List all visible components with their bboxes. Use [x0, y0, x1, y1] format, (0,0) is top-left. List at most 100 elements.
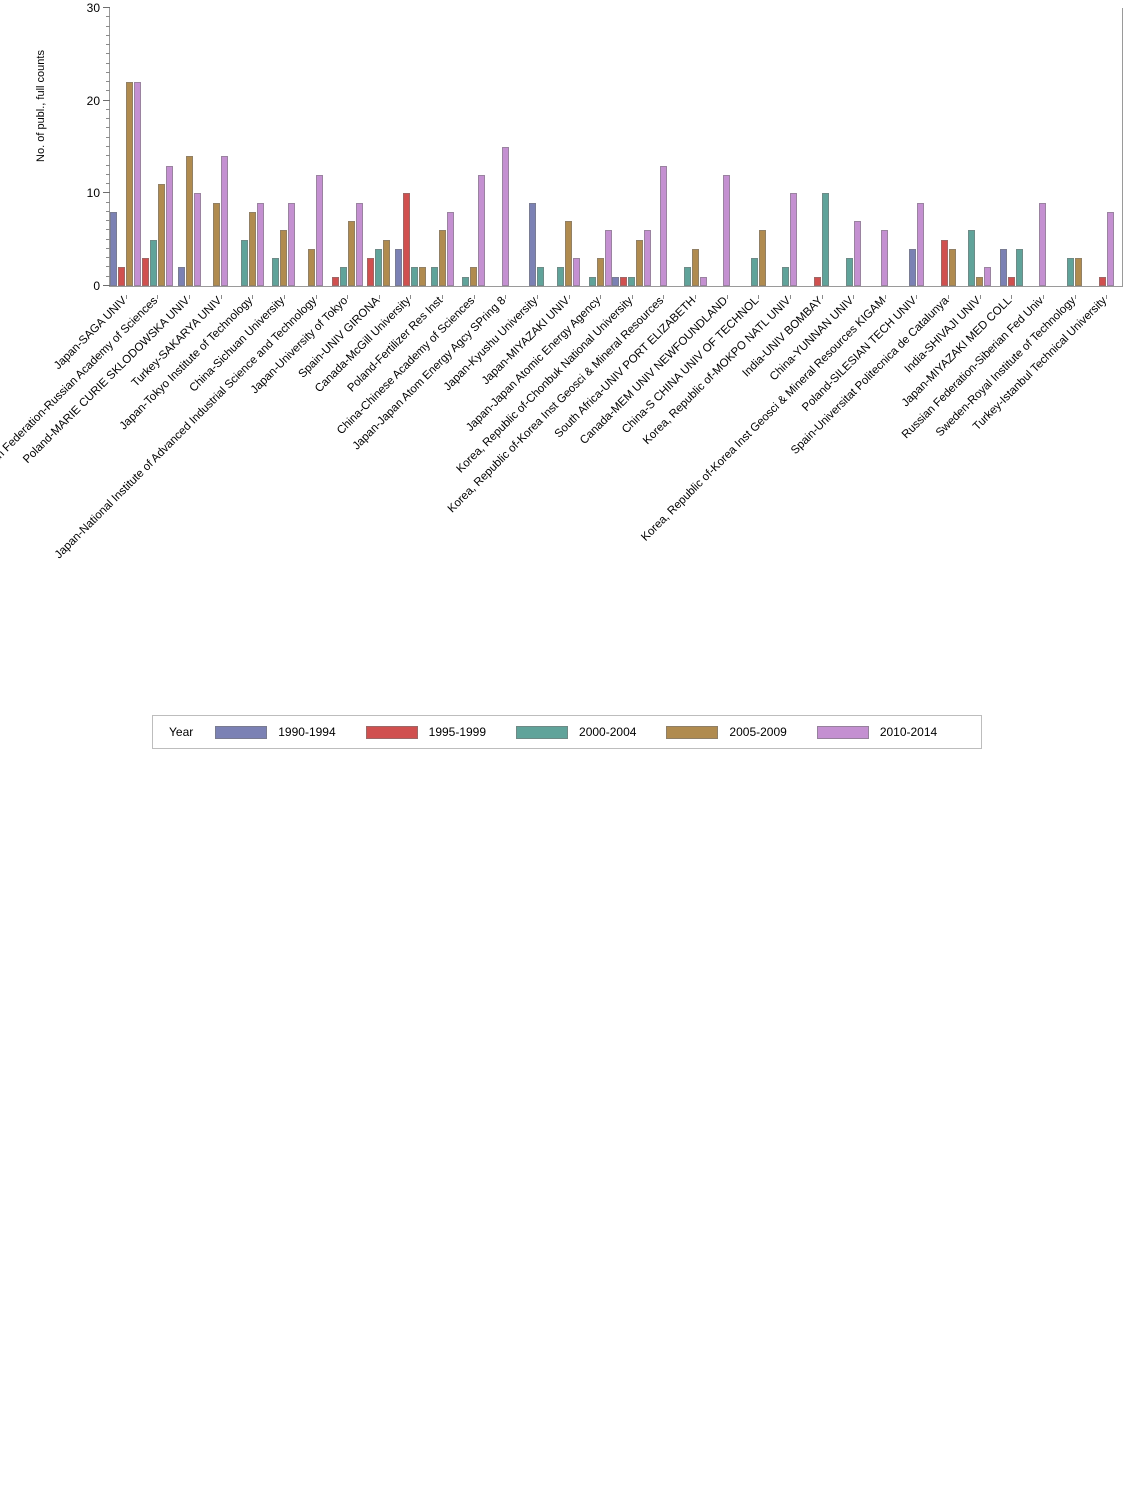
bar[interactable]: [134, 82, 142, 286]
bar[interactable]: [501, 147, 509, 286]
y-axis-minor-tick: [106, 155, 110, 157]
bar[interactable]: [149, 239, 157, 286]
y-axis-minor-tick: [106, 238, 110, 240]
bar[interactable]: [118, 267, 126, 286]
bar[interactable]: [659, 165, 667, 286]
bar[interactable]: [470, 267, 478, 286]
bar[interactable]: [1075, 258, 1083, 286]
x-axis-tick: [821, 295, 823, 299]
bar[interactable]: [557, 267, 565, 286]
bar[interactable]: [1106, 211, 1114, 286]
bar[interactable]: [984, 267, 992, 286]
legend-entry[interactable]: 1990-1994: [215, 725, 336, 739]
bar[interactable]: [193, 193, 201, 286]
bar[interactable]: [529, 202, 537, 286]
bar[interactable]: [418, 267, 426, 286]
bar[interactable]: [410, 267, 418, 286]
bar[interactable]: [644, 230, 652, 286]
bar[interactable]: [683, 267, 691, 286]
bar[interactable]: [822, 193, 830, 286]
bar[interactable]: [853, 221, 861, 286]
bar[interactable]: [402, 193, 410, 286]
bar[interactable]: [165, 165, 173, 286]
bar[interactable]: [1098, 276, 1106, 286]
bar[interactable]: [565, 221, 573, 286]
bar[interactable]: [976, 276, 984, 286]
legend-entry[interactable]: 2010-2014: [816, 725, 937, 739]
x-axis-tick: [442, 295, 444, 299]
legend-entry[interactable]: 2000-2004: [516, 725, 636, 739]
x-axis-tick: [631, 295, 633, 299]
legend-entries: 1990-1994 1995-1999 2000-2004 2005-2009 2010…: [215, 725, 967, 739]
y-axis-minor-tick: [106, 257, 110, 259]
bar[interactable]: [1039, 202, 1047, 286]
bar[interactable]: [177, 267, 185, 286]
bar[interactable]: [339, 267, 347, 286]
bar[interactable]: [221, 156, 229, 286]
legend-entry[interactable]: 2005-2009: [666, 725, 787, 739]
bar[interactable]: [750, 258, 758, 286]
bar[interactable]: [691, 248, 699, 286]
bar[interactable]: [316, 174, 324, 286]
bar[interactable]: [185, 156, 193, 286]
bar[interactable]: [1007, 276, 1015, 286]
bar[interactable]: [604, 230, 612, 286]
bar[interactable]: [141, 258, 149, 286]
bar[interactable]: [537, 267, 545, 286]
bar[interactable]: [308, 248, 316, 286]
bar[interactable]: [999, 248, 1007, 286]
bar[interactable]: [240, 239, 248, 286]
bar[interactable]: [908, 248, 916, 286]
bar[interactable]: [1067, 258, 1075, 286]
bar[interactable]: [446, 211, 454, 286]
bar[interactable]: [157, 184, 165, 286]
bar[interactable]: [355, 202, 363, 286]
bar[interactable]: [620, 276, 628, 286]
legend: Year 1990-1994 1995-1999 2000-2004 2005-200…: [152, 715, 982, 749]
y-axis-minor-tick: [106, 25, 110, 27]
bar[interactable]: [916, 202, 924, 286]
bar[interactable]: [394, 248, 402, 286]
bar[interactable]: [430, 267, 438, 286]
y-axis-minor-tick: [106, 90, 110, 92]
bar[interactable]: [940, 239, 948, 286]
bar[interactable]: [573, 258, 581, 286]
y-axis-major-tick: [103, 285, 110, 286]
bar[interactable]: [383, 239, 391, 286]
y-axis-minor-tick: [106, 247, 110, 249]
bar[interactable]: [636, 239, 644, 286]
bar[interactable]: [782, 267, 790, 286]
y-axis-minor-tick: [106, 266, 110, 268]
bar[interactable]: [126, 82, 134, 286]
bar[interactable]: [213, 202, 221, 286]
bar[interactable]: [881, 230, 889, 286]
plot-area: 0 10 20 30: [87, 1, 1123, 299]
bar[interactable]: [814, 276, 822, 286]
bar[interactable]: [288, 202, 296, 286]
bar[interactable]: [758, 230, 766, 286]
bar[interactable]: [723, 174, 731, 286]
bar[interactable]: [699, 276, 707, 286]
bar[interactable]: [968, 230, 976, 286]
bar[interactable]: [628, 276, 636, 286]
bar[interactable]: [347, 221, 355, 286]
bar[interactable]: [438, 230, 446, 286]
bar[interactable]: [588, 276, 596, 286]
bar[interactable]: [272, 258, 280, 286]
bar[interactable]: [256, 202, 264, 286]
bar[interactable]: [1015, 248, 1023, 286]
bar[interactable]: [367, 258, 375, 286]
bar[interactable]: [790, 193, 798, 286]
bar[interactable]: [375, 248, 383, 286]
bar[interactable]: [845, 258, 853, 286]
bar[interactable]: [280, 230, 288, 286]
bar[interactable]: [948, 248, 956, 286]
legend-entry[interactable]: 1995-1999: [365, 725, 486, 739]
bar[interactable]: [248, 211, 256, 286]
bar[interactable]: [612, 276, 620, 286]
bar[interactable]: [462, 276, 470, 286]
bar[interactable]: [596, 258, 604, 286]
bar[interactable]: [478, 174, 486, 286]
bar[interactable]: [110, 211, 118, 286]
bar[interactable]: [331, 276, 339, 286]
